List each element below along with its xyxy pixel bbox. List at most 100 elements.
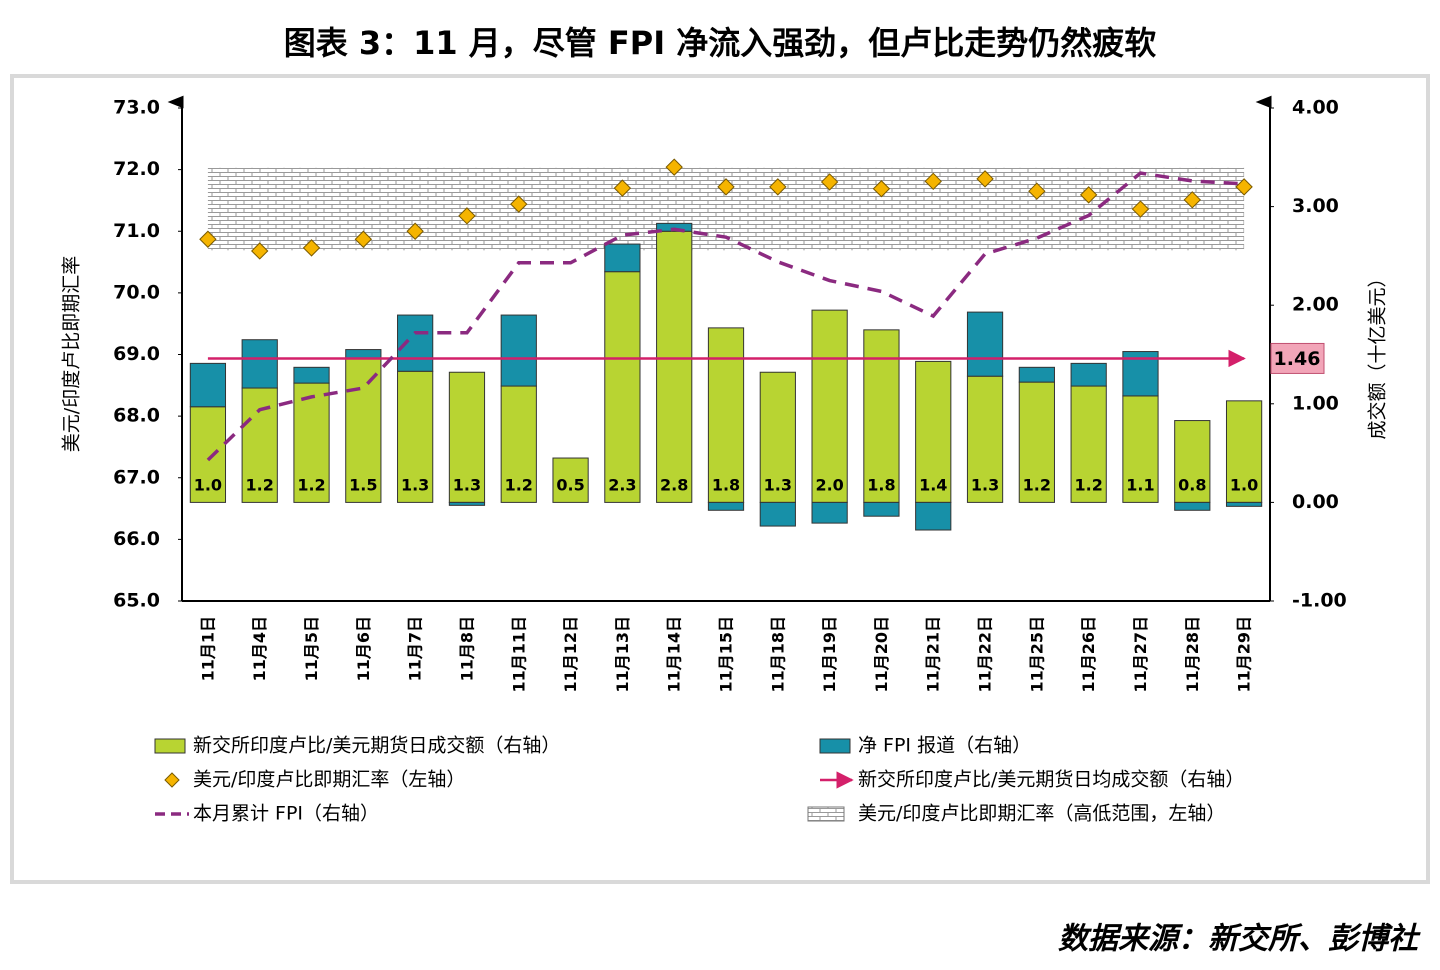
value-label: 1.0 (1230, 476, 1258, 495)
fpi-bar (345, 349, 382, 359)
spot-point (251, 242, 269, 260)
spot-point (1183, 191, 1201, 209)
y2-tick-label: 3.00 (1292, 195, 1339, 217)
value-label: 1.2 (1023, 476, 1051, 495)
spot-point (872, 180, 891, 198)
volume-bar (552, 457, 589, 503)
x-tick-label: 11月20日 (872, 616, 891, 693)
x-tick-label: 11月1日 (198, 616, 217, 681)
value-label: 1.2 (246, 476, 274, 495)
volume-bar (448, 371, 486, 503)
fpi-bar (811, 501, 848, 524)
spot-point (924, 172, 942, 191)
value-label: 1.4 (919, 476, 947, 495)
legend-label: 新交所印度卢比/美元期货日均成交额（右轴） (858, 769, 1244, 791)
y2-axis-label: 成交额（十亿美元） (1367, 268, 1389, 439)
y2-tick-label: 4.00 (1292, 97, 1339, 119)
y-tick-label: 72.0 (113, 158, 160, 180)
x-tick-label: 11月7日 (406, 616, 425, 681)
source: 数据来源：新交所、彭博社 (1058, 922, 1421, 957)
spot-point (510, 195, 528, 213)
spot-point (665, 158, 683, 176)
value-label: 1.5 (349, 476, 377, 495)
value-label: 1.3 (971, 476, 999, 495)
x-tick-label: 11月11日 (509, 616, 528, 693)
x-tick-label: 11月18日 (768, 616, 787, 693)
y-tick-label: 70.0 (113, 281, 160, 303)
spot-point (613, 179, 632, 197)
fpi-bar (397, 314, 434, 372)
volume-bar (656, 230, 693, 503)
fpi-bar (189, 362, 227, 408)
spot-point (1079, 186, 1098, 204)
volume-bar (604, 271, 641, 503)
volume-bar (915, 360, 952, 503)
fpi-bar (604, 243, 641, 273)
legend-label: 美元/印度卢比即期汇率（左轴） (193, 769, 465, 791)
y-tick-label: 73.0 (113, 97, 160, 119)
legend-label: 美元/印度卢比即期汇率（高低范围，左轴） (858, 803, 1225, 825)
x-tick-label: 11月25日 (1027, 616, 1046, 693)
x-tick-label: 11月26日 (1079, 616, 1098, 693)
spot-point (820, 173, 839, 191)
fpi-bar (1225, 501, 1263, 507)
average-label: 1.46 (1274, 348, 1321, 370)
x-tick-label: 11月27日 (1131, 616, 1150, 693)
volume-bar (1225, 400, 1263, 503)
x-tick-label: 11月12日 (561, 616, 580, 693)
legend-label: 净 FPI 报道（右轴） (858, 735, 1031, 757)
spot-point (769, 178, 787, 196)
chart-title: 图表 3：11 月，尽管 FPI 净流入强劲，但卢比走势仍然疲软 (284, 24, 1157, 62)
x-tick-label: 11月19日 (820, 616, 839, 693)
x-tick-label: 11月14日 (665, 616, 684, 693)
x-tick-label: 11月28日 (1183, 616, 1202, 693)
fpi-bar (1070, 362, 1107, 387)
volume-bar (811, 309, 848, 503)
spot-point (302, 239, 321, 257)
y-tick-label: 69.0 (113, 343, 160, 365)
value-label: 2.0 (815, 476, 843, 495)
spot-point (199, 230, 217, 248)
x-tick-label: 11月29日 (1235, 616, 1254, 693)
value-label: 1.8 (712, 476, 740, 495)
volume-bar (1174, 420, 1211, 503)
spot-point (458, 207, 476, 225)
fpi-bar (293, 366, 330, 384)
volume-bar (966, 375, 1004, 503)
fpi-bar (966, 311, 1004, 377)
volume-bar (1070, 385, 1107, 503)
legend-swatch (819, 738, 851, 754)
fpi-bar (241, 339, 278, 389)
value-label: 1.3 (401, 476, 429, 495)
value-label: 1.0 (194, 476, 222, 495)
value-label: 1.8 (867, 476, 895, 495)
spot-point (717, 178, 735, 196)
value-label: 1.2 (1074, 476, 1102, 495)
x-tick-label: 11月22日 (976, 616, 995, 693)
spot-point (1028, 182, 1046, 200)
value-label: 1.3 (764, 476, 792, 495)
volume-bar (293, 382, 330, 503)
x-tick-label: 11月5日 (302, 616, 321, 681)
volume-bar (707, 327, 745, 503)
x-tick-label: 11月15日 (717, 616, 736, 693)
volume-bar (1122, 395, 1159, 503)
y-tick-label: 71.0 (113, 220, 160, 242)
x-tick-label: 11月6日 (354, 616, 373, 681)
legend-swatch (154, 738, 186, 754)
y-axis-label: 美元/印度卢比即期汇率 (61, 256, 83, 452)
value-label: 0.8 (1178, 476, 1206, 495)
fpi-bar (1018, 366, 1055, 383)
legend-label: 本月累计 FPI（右轴） (193, 803, 379, 825)
fpi-bar (1174, 501, 1211, 511)
fpi-bar (915, 501, 952, 531)
fpi-bar (656, 222, 693, 232)
legend-label: 新交所印度卢比/美元期货日成交额（右轴） (193, 735, 560, 757)
fpi-bar (759, 501, 796, 527)
volume-bar (345, 357, 382, 503)
fpi-bar (500, 314, 537, 387)
x-tick-label: 11月13日 (613, 616, 632, 693)
y2-tick-label: 1.00 (1292, 392, 1339, 414)
x-tick-label: 11月8日 (457, 616, 476, 681)
